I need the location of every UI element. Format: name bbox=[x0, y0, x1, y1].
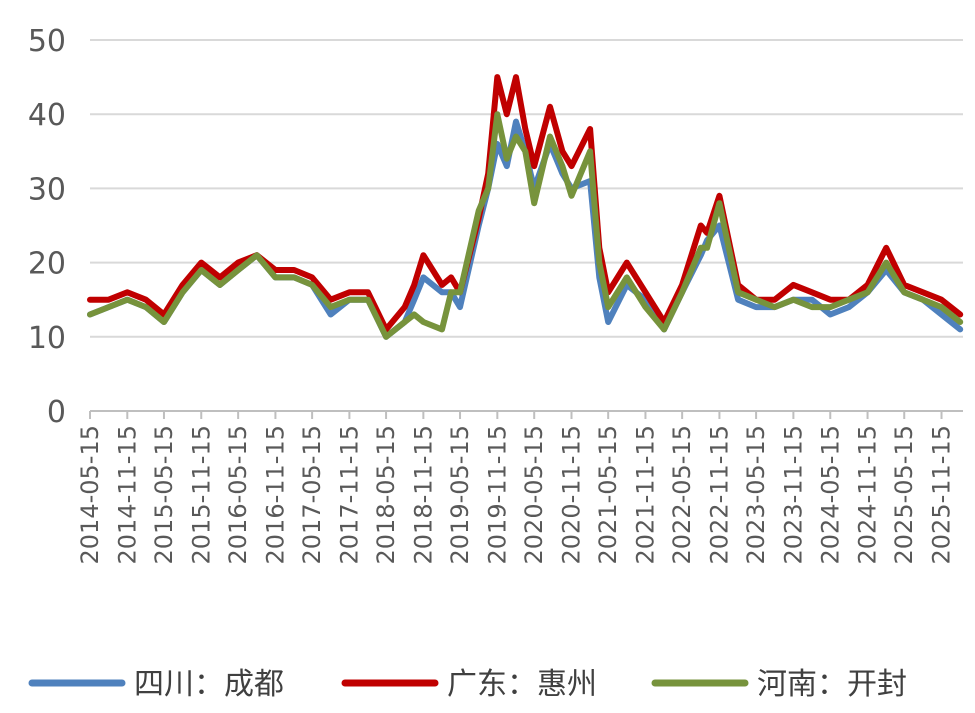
x-tick-label: 2016-11-15 bbox=[261, 425, 289, 564]
x-tick-label: 2024-11-15 bbox=[854, 425, 882, 564]
x-tick-label: 2018-05-15 bbox=[372, 425, 400, 564]
series-lines bbox=[87, 74, 964, 340]
x-tick-label: 2015-11-15 bbox=[187, 425, 215, 564]
x-tick-label: 2022-11-15 bbox=[705, 425, 733, 564]
y-tick-label: 0 bbox=[47, 395, 66, 430]
gridlines bbox=[90, 39, 963, 338]
x-tick-label: 2014-05-15 bbox=[76, 425, 104, 564]
x-tick-label: 2022-05-15 bbox=[668, 425, 696, 564]
legend: 四川：成都 广东：惠州 河南：开封 bbox=[28, 667, 907, 702]
x-tick-label: 2023-05-15 bbox=[742, 425, 770, 564]
y-axis-ticks: 0 10 20 30 40 50 bbox=[28, 24, 66, 430]
x-tick-label: 2020-05-15 bbox=[520, 425, 548, 564]
x-tick-label: 2024-05-15 bbox=[816, 425, 844, 564]
x-tick-label: 2019-11-15 bbox=[483, 425, 511, 564]
y-tick-label: 50 bbox=[28, 24, 66, 59]
x-tick-label: 2014-11-15 bbox=[113, 425, 141, 564]
x-axis-ticks: 2014-05-15 2014-11-15 2015-05-15 2015-11-15… bbox=[76, 425, 956, 564]
legend-label-2: 广东：惠州 bbox=[447, 667, 597, 702]
x-tick-label: 2018-11-15 bbox=[409, 425, 437, 564]
x-axis bbox=[89, 410, 963, 419]
y-tick-label: 40 bbox=[28, 98, 66, 133]
legend-label-1: 四川：成都 bbox=[134, 667, 284, 702]
x-tick-label: 2021-05-15 bbox=[594, 425, 622, 564]
series-line-3 bbox=[87, 111, 964, 340]
y-tick-label: 30 bbox=[28, 172, 66, 207]
x-tick-label: 2025-05-15 bbox=[890, 425, 918, 564]
x-tick-label: 2017-05-15 bbox=[298, 425, 326, 564]
x-tick-label: 2019-05-15 bbox=[446, 425, 474, 564]
legend-label-3: 河南：开封 bbox=[757, 667, 907, 702]
x-tick-label: 2015-05-15 bbox=[150, 425, 178, 564]
x-tick-label: 2021-11-15 bbox=[631, 425, 659, 564]
x-tick-label: 2025-11-15 bbox=[928, 425, 956, 564]
x-tick-label: 2020-11-15 bbox=[557, 425, 585, 564]
x-tick-label: 2017-11-15 bbox=[335, 425, 363, 564]
y-tick-label: 10 bbox=[28, 321, 66, 356]
y-tick-label: 20 bbox=[28, 247, 66, 282]
x-tick-label: 2023-11-15 bbox=[779, 425, 807, 564]
x-tick-label: 2016-05-15 bbox=[224, 425, 252, 564]
